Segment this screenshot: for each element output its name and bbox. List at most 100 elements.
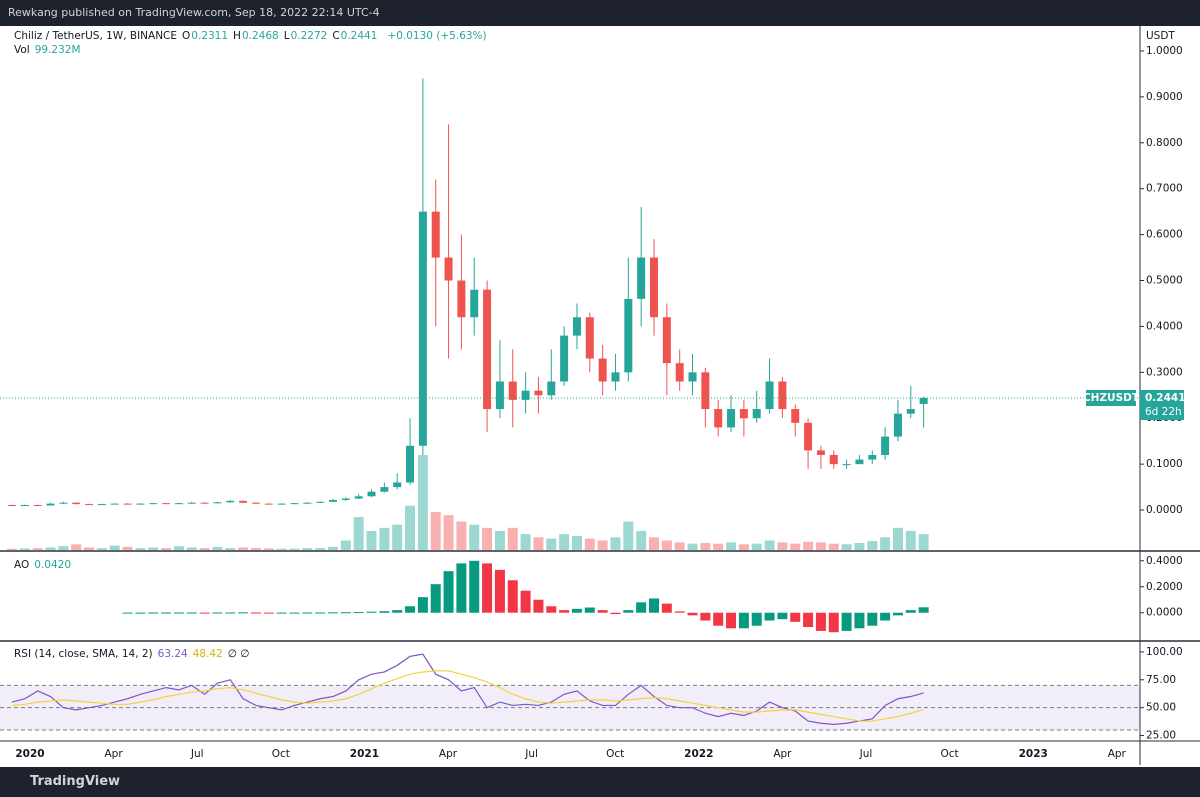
y-tick-label: 0.6000 — [1146, 229, 1183, 241]
ao-bar — [828, 612, 839, 633]
ao-bar — [238, 612, 249, 614]
candle-body — [72, 502, 81, 505]
volume-bar — [315, 548, 326, 550]
ao-bar — [803, 612, 814, 628]
ao-bar — [353, 612, 364, 614]
volume-bar — [469, 524, 480, 550]
candle-body — [778, 381, 787, 410]
volume-bar — [7, 548, 17, 550]
ao-bar — [392, 610, 403, 613]
candle-body — [431, 211, 440, 258]
candle-body — [508, 381, 517, 400]
ao-bar — [649, 598, 659, 613]
candle-body — [226, 500, 235, 503]
candle-body — [329, 499, 337, 502]
volume-bar — [32, 548, 43, 550]
candle-body — [33, 505, 42, 507]
ao-bar — [366, 611, 377, 613]
volume-bar — [571, 536, 582, 550]
candle-body — [868, 454, 877, 460]
volume-bar — [533, 537, 544, 550]
candle-body — [251, 502, 260, 504]
candle-body — [521, 390, 530, 400]
volume-bar — [713, 543, 724, 550]
volume-bar — [302, 548, 313, 550]
symbol-title: Chiliz / TetherUS, 1W, BINANCE — [14, 30, 178, 42]
volume-title: Vol — [14, 44, 30, 56]
volume-bar — [96, 548, 107, 550]
x-tick-label: Jul — [190, 748, 204, 760]
candle-body — [303, 502, 312, 504]
candle-body — [457, 280, 466, 318]
y-tick-label: 0.4000 — [1146, 320, 1183, 332]
volume-bar — [494, 531, 505, 550]
ohlc-value: 0.2272 — [290, 30, 328, 42]
ao-bar — [918, 607, 929, 613]
rsi-sma-value: 48.42 — [192, 648, 223, 660]
candle-body — [855, 459, 864, 465]
candle-body — [59, 502, 68, 504]
x-tick-label: Oct — [941, 748, 959, 760]
volume-bar — [507, 527, 518, 550]
volume-bar — [546, 538, 557, 550]
ao-bar — [302, 612, 313, 614]
volume-bar — [803, 541, 814, 550]
volume-bar — [623, 521, 634, 550]
y-tick-label: 50.00 — [1146, 702, 1176, 714]
volume-bar — [790, 543, 801, 550]
x-tick-label: Oct — [606, 748, 624, 760]
candle-body — [739, 409, 748, 419]
volume-bar — [520, 534, 531, 550]
candle-body — [701, 372, 710, 410]
ao-bar — [507, 580, 518, 613]
candle-body — [213, 502, 222, 504]
ao-bar — [405, 606, 416, 613]
ao-bar — [161, 612, 172, 614]
candle-body — [483, 289, 492, 410]
ao-bar — [636, 602, 647, 613]
rsi-line — [11, 670, 924, 722]
candle-body — [547, 381, 556, 396]
candle-body — [893, 413, 902, 437]
price-legend: Chiliz / TetherUS, 1W, BINANCE O0.2311 H0.… — [14, 30, 492, 42]
ao-bar — [520, 590, 531, 613]
ao-bar — [340, 612, 351, 614]
volume-bar — [841, 544, 852, 550]
volume-bar — [250, 548, 261, 550]
candle-body — [136, 503, 145, 505]
ao-bar — [212, 612, 223, 614]
ao-bar — [469, 560, 480, 613]
volume-bar — [19, 548, 30, 550]
ao-bar — [315, 612, 326, 614]
ao-bar — [148, 612, 159, 614]
volume-bar — [135, 548, 146, 550]
ao-bar — [443, 571, 454, 613]
ao-bar — [623, 610, 634, 613]
y-tick-label: 25.00 — [1146, 730, 1176, 742]
volume-bar — [417, 455, 428, 550]
ao-bar — [186, 612, 197, 614]
volume-bar — [482, 527, 493, 550]
volume-bar — [918, 534, 929, 550]
ao-bar — [610, 612, 621, 615]
volume-bar — [148, 547, 159, 550]
y-tick-label: 0.0000 — [1146, 607, 1183, 619]
y-tick-label: 0.9000 — [1146, 91, 1183, 103]
candle-body — [598, 358, 607, 382]
volume-bar — [726, 542, 737, 550]
volume-bar — [687, 543, 698, 550]
candle-body — [804, 422, 813, 451]
ao-bar — [546, 606, 557, 613]
ao-bar — [790, 612, 801, 622]
ao-title: AO — [14, 559, 30, 571]
currency: USDT — [1146, 30, 1175, 42]
candle-body — [187, 502, 196, 504]
ao-legend: AO 0.0420 — [14, 559, 76, 571]
candle-body — [560, 335, 569, 382]
volume-bar — [405, 505, 416, 550]
ao-bar — [597, 610, 608, 613]
candle-body — [367, 491, 376, 497]
candle-body — [624, 298, 633, 373]
candle-body — [881, 436, 890, 455]
